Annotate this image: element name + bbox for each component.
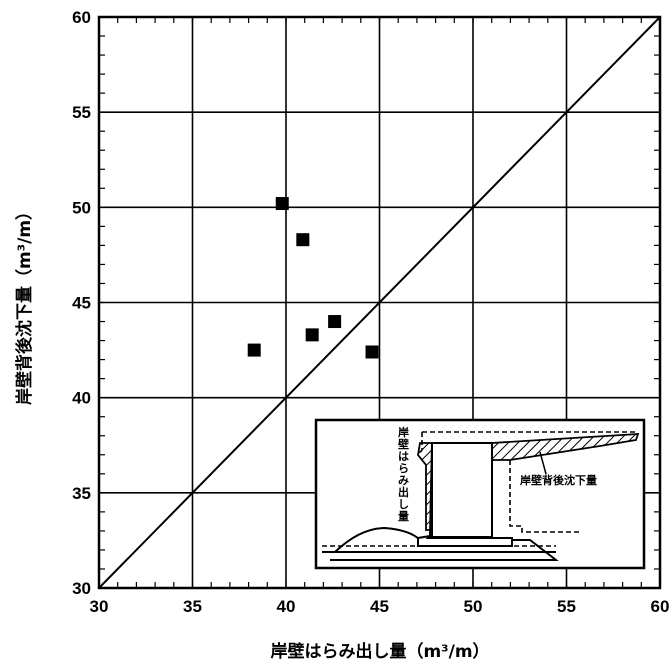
inset-leader <box>539 451 547 475</box>
data-point <box>247 343 261 357</box>
inset-dashed-wall-right <box>509 460 580 533</box>
inset-settlement-hatch <box>491 433 640 461</box>
x-tick-label: 40 <box>277 597 296 616</box>
y-tick-label: 30 <box>72 579 91 598</box>
data-point <box>296 233 310 247</box>
data-point <box>328 315 342 329</box>
x-tick-label: 55 <box>557 597 576 616</box>
plot-frame <box>97 15 662 590</box>
y-tick-label: 35 <box>72 484 91 503</box>
data-point <box>365 345 379 359</box>
y-tick-label: 60 <box>72 8 91 27</box>
x-tick-label: 50 <box>464 597 483 616</box>
inset-label-settlement: 岸壁背後沈下量 <box>520 473 597 487</box>
x-tick-label: 30 <box>90 597 109 616</box>
y-tick-label: 45 <box>72 294 91 313</box>
inset-diagram: 岸壁はらみ出し量 岸壁背後沈下量 <box>314 418 646 570</box>
y-tick-label: 55 <box>72 103 91 122</box>
x-tick-labels: 30 35 40 45 50 55 60 <box>90 597 670 616</box>
inset-label-bulge: 岸壁はらみ出し量 <box>398 425 409 523</box>
inset-dashed-left <box>417 432 423 456</box>
inset-mound <box>334 526 421 553</box>
y-tick-label: 50 <box>72 198 91 217</box>
reference-line-y-equals-x <box>98 16 661 589</box>
y-axis-label: 岸壁背後沈下量（m³/m） <box>14 203 35 405</box>
inset-caisson-body <box>431 442 493 538</box>
data-point <box>305 328 319 342</box>
x-tick-label: 45 <box>370 597 389 616</box>
x-tick-label: 35 <box>183 597 202 616</box>
y-tick-labels: 30 35 40 45 50 55 60 <box>72 8 91 598</box>
data-point <box>275 197 289 211</box>
data-points <box>247 197 379 359</box>
x-tick-label: 60 <box>651 597 670 616</box>
inset-toe <box>330 539 559 561</box>
y-tick-label: 40 <box>72 389 91 408</box>
x-axis-label: 岸壁はらみ出し量（m³/m） <box>270 641 489 662</box>
